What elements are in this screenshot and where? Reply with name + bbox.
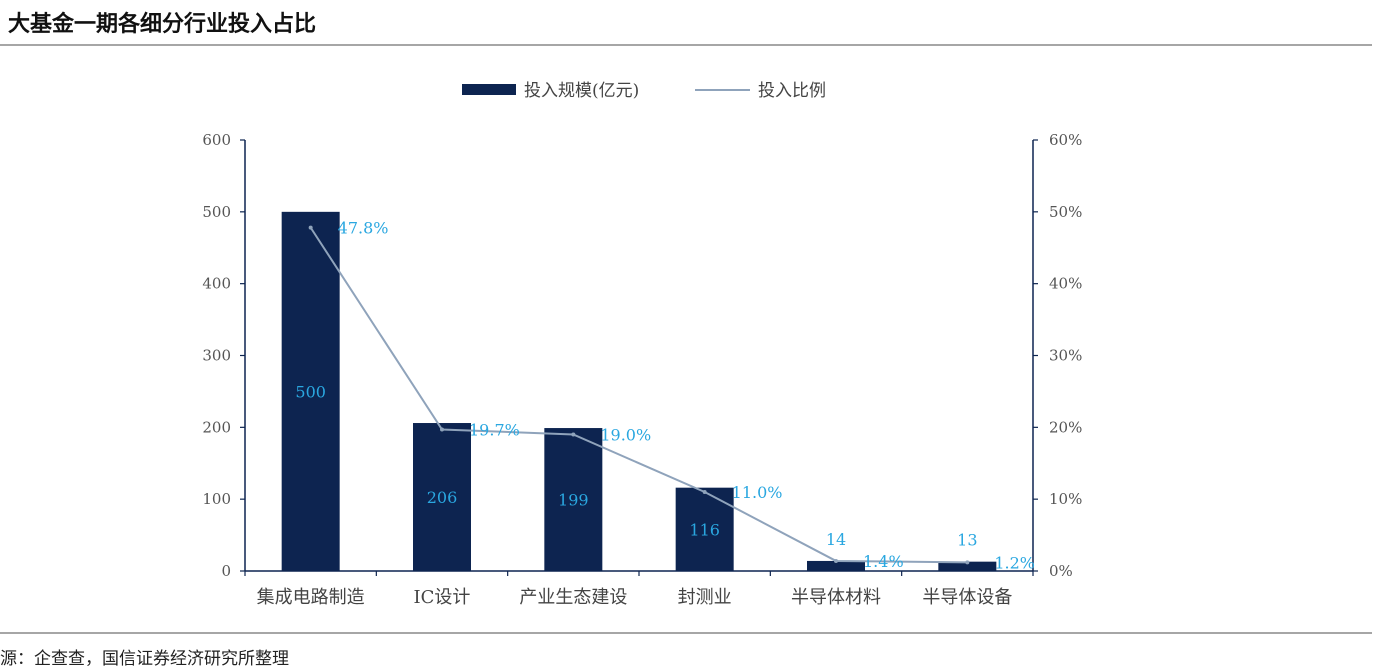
ratio-value-label: 19.0% xyxy=(600,426,651,445)
ratio-line xyxy=(309,227,968,564)
right-tick-label: 50% xyxy=(1049,203,1082,221)
bar-value-label: 199 xyxy=(558,491,589,510)
bar xyxy=(281,211,340,572)
category-label: 集成电路制造 xyxy=(257,587,365,608)
ratio-point xyxy=(702,489,707,494)
ratio-value-label: 11.0% xyxy=(732,483,783,502)
left-tick-label: 0 xyxy=(221,562,231,580)
bar-value-label: 116 xyxy=(689,520,720,539)
ratio-point xyxy=(308,225,313,230)
left-tick-label: 600 xyxy=(202,131,231,149)
ratio-value-label: 19.7% xyxy=(469,420,520,439)
right-tick-label: 10% xyxy=(1049,490,1082,508)
right-tick-label: 30% xyxy=(1049,347,1082,365)
category-label: IC设计 xyxy=(414,587,471,608)
legend-line-label: 投入比例 xyxy=(758,81,826,101)
bar xyxy=(938,561,997,571)
bar xyxy=(413,423,471,571)
left-tick-label: 200 xyxy=(202,418,231,436)
left-tick-label: 300 xyxy=(202,347,231,365)
left-tick-label: 500 xyxy=(202,203,231,221)
bar xyxy=(544,428,603,571)
ratio-value-label: 1.4% xyxy=(863,552,904,571)
legend-bar-swatch xyxy=(462,84,516,95)
right-tick-label: 60% xyxy=(1049,131,1082,149)
category-label: 封测业 xyxy=(678,587,732,608)
category-label: 产业生态建设 xyxy=(519,587,627,608)
bar xyxy=(807,560,865,571)
footer-divider xyxy=(0,632,1372,634)
ratio-point xyxy=(440,427,444,432)
left-tick-label: 100 xyxy=(202,490,231,508)
combo-chart: 0 100 200 300 400 500 600 0% 10% 20% 30% 40% 50% 60% 集… xyxy=(202,81,1082,608)
source-note: 源：企查查，国信证券经济研究所整理 xyxy=(0,649,289,669)
ratio-point xyxy=(571,432,576,437)
ratio-value-label: 1.2% xyxy=(994,553,1035,572)
bar-value-label: 206 xyxy=(427,488,458,507)
ratio-value-label: 47.8% xyxy=(338,219,389,238)
right-tick-label: 20% xyxy=(1049,418,1082,436)
category-label: 半导体材料 xyxy=(791,587,881,608)
right-tick-label: 0% xyxy=(1049,562,1073,580)
category-label: 半导体设备 xyxy=(922,587,1012,608)
right-tick-label: 40% xyxy=(1049,275,1082,293)
ratio-point xyxy=(965,560,970,565)
ratio-point xyxy=(834,558,838,563)
bar-value-label: 500 xyxy=(295,382,326,401)
legend-bar-label: 投入规模(亿元) xyxy=(524,81,639,101)
bar-value-label: 14 xyxy=(826,530,846,549)
chart-title: 大基金一期各细分行业投入占比 xyxy=(8,12,317,37)
title-divider xyxy=(0,44,1372,46)
left-tick-label: 400 xyxy=(202,275,231,293)
bar-value-label: 13 xyxy=(957,531,977,550)
